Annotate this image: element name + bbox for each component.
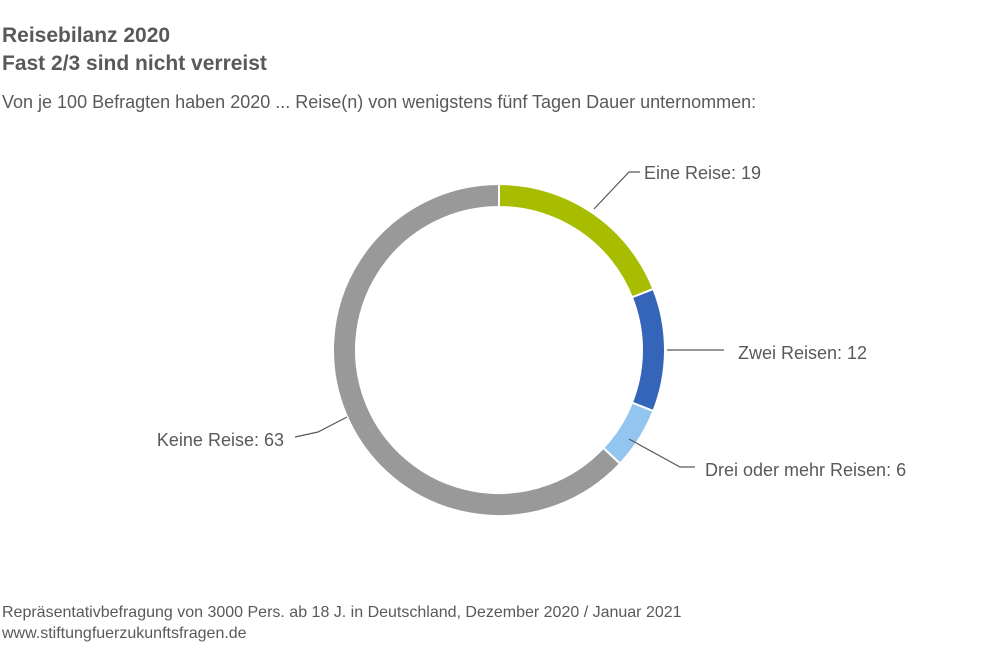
donut-slice-eine-reise bbox=[498, 182, 655, 299]
donut-slice-zwei-reisen bbox=[630, 287, 666, 413]
chart-description: Von je 100 Befragten haben 2020 ... Reis… bbox=[2, 92, 757, 112]
chart-title: Reisebilanz 2020 bbox=[2, 24, 171, 47]
donut-chart: Eine Reise: 19 Zwei Reisen: 12 Drei oder m… bbox=[157, 163, 906, 517]
data-label-keine-reise: Keine Reise: 63 bbox=[157, 430, 284, 450]
source-url: www.stiftungfuerzukunftsfragen.de bbox=[2, 625, 247, 642]
chart-title-block: Reisebilanz 2020 Fast 2/3 sind nicht ver… bbox=[2, 22, 267, 78]
data-label-drei-oder-mehr-reisen: Drei oder mehr Reisen: 6 bbox=[705, 460, 906, 480]
source-note: Repräsentativbefragung von 3000 Pers. ab… bbox=[2, 604, 682, 621]
chart-subtitle-headline: Fast 2/3 sind nicht verreist bbox=[2, 52, 267, 75]
leader-line-keine-reise bbox=[294, 416, 348, 438]
leader-line-eine-reise bbox=[593, 171, 640, 210]
donut-slice-keine-reise bbox=[332, 182, 622, 517]
data-label-eine-reise: Eine Reise: 19 bbox=[644, 163, 761, 183]
data-label-zwei-reisen: Zwei Reisen: 12 bbox=[738, 343, 867, 363]
footer: Repräsentativbefragung von 3000 Pers. ab… bbox=[2, 602, 682, 644]
leader-line-drei-oder-mehr-reisen bbox=[628, 438, 695, 468]
